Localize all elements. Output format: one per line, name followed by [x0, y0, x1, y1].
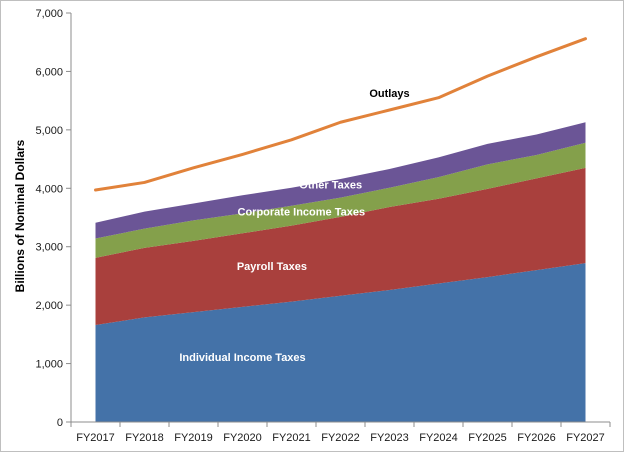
x-tick-label: FY2024	[419, 432, 458, 444]
y-tick-label: 2,000	[35, 300, 63, 312]
x-tick-label: FY2020	[223, 432, 262, 444]
x-tick-label: FY2021	[272, 432, 311, 444]
x-tick-label: FY2027	[566, 432, 605, 444]
label-payroll-taxes: Payroll Taxes	[237, 261, 307, 273]
x-tick-label: FY2017	[76, 432, 115, 444]
label-individual-income-taxes: Individual Income Taxes	[179, 352, 305, 364]
x-tick-label: FY2018	[125, 432, 164, 444]
y-tick-label: 3,000	[35, 242, 63, 254]
x-tick-label: FY2025	[468, 432, 507, 444]
area-other-taxes	[95, 122, 586, 239]
area-corporate-income-taxes	[95, 142, 586, 258]
x-tick-label: FY2022	[321, 432, 360, 444]
x-tick-label: FY2019	[174, 432, 213, 444]
y-tick-label: 4,000	[35, 183, 63, 195]
stacked-areas	[95, 122, 586, 422]
label-outlays: Outlays	[369, 88, 409, 100]
label-corporate-income-taxes: Corporate Income Taxes	[238, 207, 366, 219]
y-tick-label: 1,000	[35, 359, 63, 371]
area-payroll-taxes	[95, 167, 586, 326]
area-individual-income-taxes	[95, 263, 586, 422]
y-tick-label: 6,000	[35, 66, 63, 78]
x-tick-label: FY2023	[370, 432, 409, 444]
x-tick-label: FY2026	[517, 432, 556, 444]
label-other-taxes: Other Taxes	[299, 179, 362, 191]
outlays-line-group	[94, 37, 587, 192]
axes: 0 1,000 2,000 3,000 4,000 5,000 6,000 7,000 FY20…	[35, 8, 611, 444]
y-tick-label: 0	[57, 417, 63, 429]
line-outlays	[94, 37, 587, 192]
y-tick-label: 7,000	[35, 8, 63, 20]
series-labels: Individual Income Taxes Payroll Taxes Corp…	[179, 88, 409, 364]
y-tick-label: 5,000	[35, 125, 63, 137]
y-axis-title: Billions of Nominal Dollars	[13, 139, 27, 292]
